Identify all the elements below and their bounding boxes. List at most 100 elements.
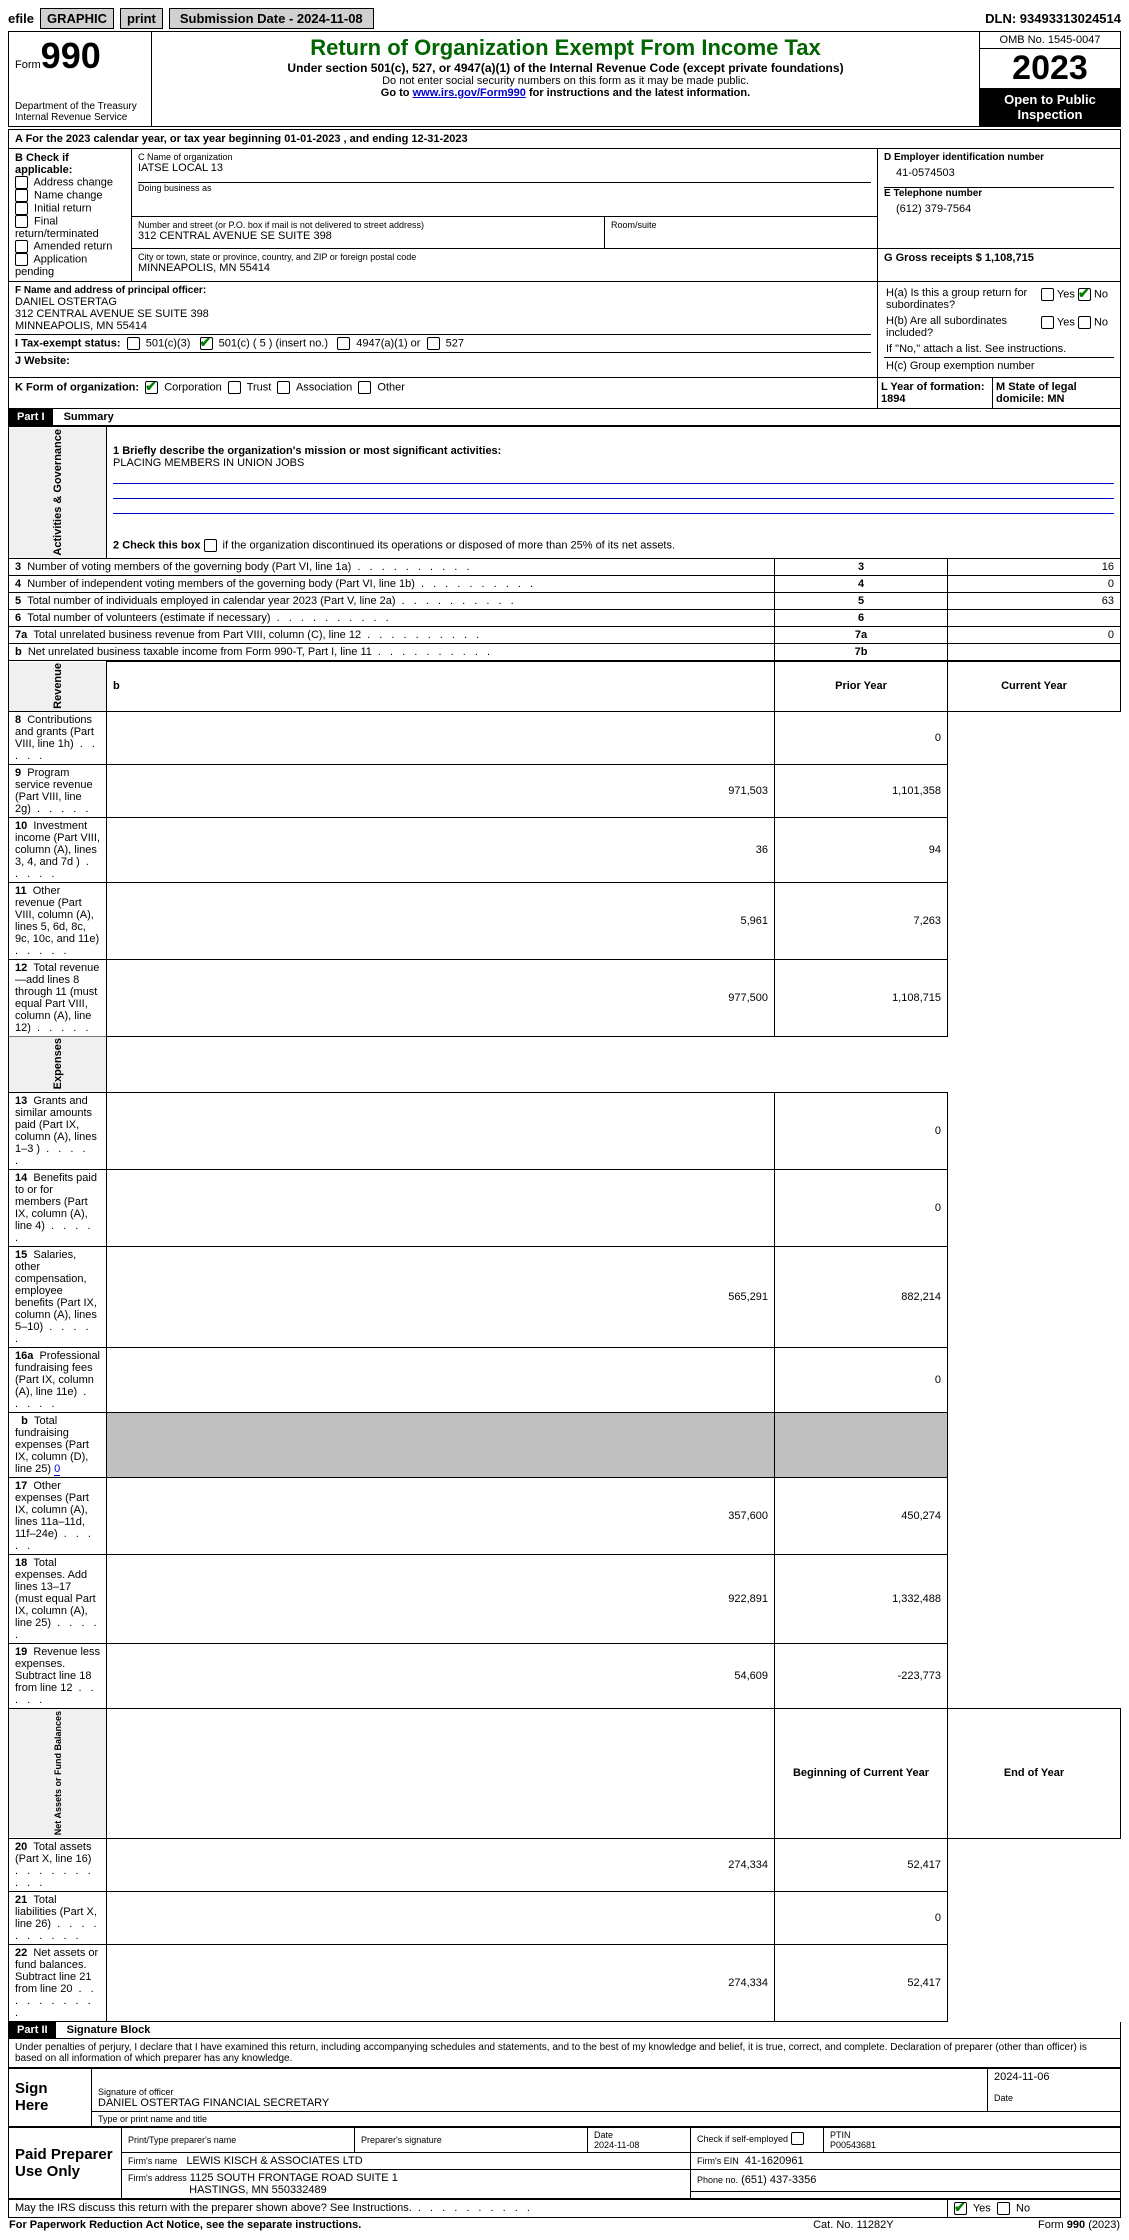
- dln: DLN: 93493313024514: [985, 11, 1121, 26]
- discuss-yes[interactable]: [954, 2202, 967, 2215]
- part1-header: Part I: [9, 409, 53, 425]
- sig-officer-name: DANIEL OSTERTAG FINANCIAL SECRETARY: [98, 2097, 981, 2109]
- rev-row: 11 Other revenue (Part VIII, column (A),…: [9, 882, 1121, 959]
- b-option-checkbox[interactable]: [15, 202, 28, 215]
- b-option-checkbox[interactable]: [15, 176, 28, 189]
- k-assoc-cb[interactable]: [277, 381, 290, 394]
- ha-no[interactable]: [1078, 288, 1091, 301]
- b-option: Amended return: [15, 240, 125, 253]
- line-a: A For the 2023 calendar year, or tax yea…: [9, 130, 1121, 149]
- dba-label: Doing business as: [138, 182, 871, 193]
- exp-row: 19 Revenue less expenses. Subtract line …: [9, 1644, 1121, 1709]
- net-row: 22 Net assets or fund balances. Subtract…: [9, 1944, 1121, 2021]
- checkbox-501c[interactable]: [200, 337, 213, 350]
- line2-suffix: if the organization discontinued its ope…: [220, 539, 676, 551]
- paid-prep: Paid Preparer Use Only: [9, 2127, 122, 2198]
- exp-row: 15 Salaries, other compensation, employe…: [9, 1247, 1121, 1348]
- form-title: Return of Organization Exempt From Incom…: [158, 35, 973, 61]
- line2-checkbox[interactable]: [204, 539, 217, 552]
- b-option-checkbox[interactable]: [15, 240, 28, 253]
- k-label: K Form of organization:: [15, 381, 139, 393]
- submission-date: Submission Date - 2024-11-08: [169, 8, 374, 29]
- k-corp-cb[interactable]: [145, 381, 158, 394]
- hb-no[interactable]: [1078, 316, 1091, 329]
- h-b: H(b) Are all subordinates included?: [886, 315, 1007, 339]
- exp-row: 16a Professional fundraising fees (Part …: [9, 1348, 1121, 1413]
- exp-row: 14 Benefits paid to or for members (Part…: [9, 1170, 1121, 1247]
- i-501c: 501(c) ( 5 ) (insert no.): [219, 337, 328, 349]
- col-current: Current Year: [948, 661, 1121, 712]
- firm-ein: 41-1620961: [745, 2155, 804, 2167]
- form-header-table: Form990 Department of the Treasury Inter…: [8, 31, 1121, 127]
- b-option: Application pending: [15, 253, 125, 278]
- k-trust: Trust: [247, 381, 272, 393]
- checkbox-527[interactable]: [427, 337, 440, 350]
- part1-title: Summary: [56, 411, 114, 423]
- prep-date: Date 2024-11-08: [588, 2127, 691, 2152]
- omb: OMB No. 1545-0047: [980, 32, 1120, 49]
- checkbox-4947[interactable]: [337, 337, 350, 350]
- b-label: B Check if applicable:: [15, 152, 125, 176]
- street-value: 312 CENTRAL AVENUE SE SUITE 398: [138, 230, 598, 242]
- h-b-note: If "No," attach a list. See instructions…: [884, 341, 1114, 358]
- b-option: Final return/terminated: [15, 215, 125, 240]
- phone: (651) 437-3356: [741, 2174, 816, 2186]
- gov-row: 7a Total unrelated business revenue from…: [9, 626, 1121, 643]
- open-public: Open to Public Inspection: [980, 88, 1120, 126]
- discuss-no[interactable]: [997, 2202, 1010, 2215]
- k-corp: Corporation: [164, 381, 221, 393]
- self-employed-checkbox[interactable]: [791, 2132, 804, 2145]
- department: Department of the Treasury Internal Reve…: [15, 101, 145, 123]
- k-other: Other: [377, 381, 405, 393]
- gov-row: 5 Total number of individuals employed i…: [9, 592, 1121, 609]
- g-label: G Gross receipts $ 1,108,715: [884, 252, 1114, 264]
- d-label: D Employer identification number: [884, 152, 1114, 163]
- b-option-checkbox[interactable]: [15, 253, 28, 266]
- k-trust-cb[interactable]: [228, 381, 241, 394]
- exp-label: Expenses: [9, 1036, 107, 1092]
- part1-header-row: Part I Summary: [8, 409, 1121, 426]
- sig-officer-label: Signature of officer: [98, 2087, 981, 2097]
- b-option: Name change: [15, 189, 125, 202]
- part2-title: Signature Block: [59, 2024, 151, 2036]
- b-option-checkbox[interactable]: [15, 189, 28, 202]
- checkbox-501c3[interactable]: [127, 337, 140, 350]
- goto-link[interactable]: www.irs.gov/Form990: [413, 87, 526, 99]
- b-option-checkbox[interactable]: [15, 215, 28, 228]
- l-label: L Year of formation: 1894: [881, 381, 985, 405]
- ha-yes[interactable]: [1041, 288, 1054, 301]
- declaration: Under penalties of perjury, I declare th…: [8, 2039, 1121, 2068]
- phone-label: Phone no.: [697, 2175, 738, 2185]
- footer: For Paperwork Reduction Act Notice, see …: [8, 2218, 1121, 2232]
- rev-row: 9 Program service revenue (Part VIII, li…: [9, 764, 1121, 817]
- check-self: Check if self-employed: [697, 2134, 788, 2144]
- tax-year: 2023: [980, 49, 1120, 88]
- graphic-button[interactable]: GRAPHIC: [40, 8, 114, 29]
- form-label: Form: [15, 59, 41, 71]
- exp-row: 13 Grants and similar amounts paid (Part…: [9, 1093, 1121, 1170]
- part2-header-row: Part II Signature Block: [8, 2022, 1121, 2039]
- print-button[interactable]: print: [120, 8, 163, 29]
- ssn-note: Do not enter social security numbers on …: [158, 75, 973, 87]
- street-label: Number and street (or P.O. box if mail i…: [138, 220, 598, 230]
- date-label: Date: [994, 2093, 1114, 2103]
- discuss-table: May the IRS discuss this return with the…: [8, 2199, 1121, 2218]
- part1-table: Activities & Governance 1 Briefly descri…: [8, 426, 1121, 2022]
- h-a: H(a) Is this a group return for subordin…: [886, 287, 1027, 311]
- e-value: (612) 379-7564: [884, 199, 1114, 219]
- firm-ein-label: Firm's EIN: [697, 2156, 739, 2166]
- hb-yes[interactable]: [1041, 316, 1054, 329]
- b-option: Initial return: [15, 202, 125, 215]
- h-c: H(c) Group exemption number: [886, 360, 1035, 372]
- line2: 2 Check this box: [113, 539, 203, 551]
- i-label: I Tax-exempt status:: [15, 337, 121, 349]
- catno: Cat. No. 11282Y: [765, 2218, 941, 2232]
- i-527: 527: [446, 337, 464, 349]
- net-row: 20 Total assets (Part X, line 16)274,334…: [9, 1838, 1121, 1891]
- form-subtitle: Under section 501(c), 527, or 4947(a)(1)…: [158, 61, 973, 75]
- top-bar: efile GRAPHIC print Submission Date - 20…: [8, 8, 1121, 29]
- line1-value: PLACING MEMBERS IN UNION JOBS: [113, 457, 304, 469]
- rev-row: 10 Investment income (Part VIII, column …: [9, 817, 1121, 882]
- k-other-cb[interactable]: [358, 381, 371, 394]
- form-number: 990: [41, 35, 101, 76]
